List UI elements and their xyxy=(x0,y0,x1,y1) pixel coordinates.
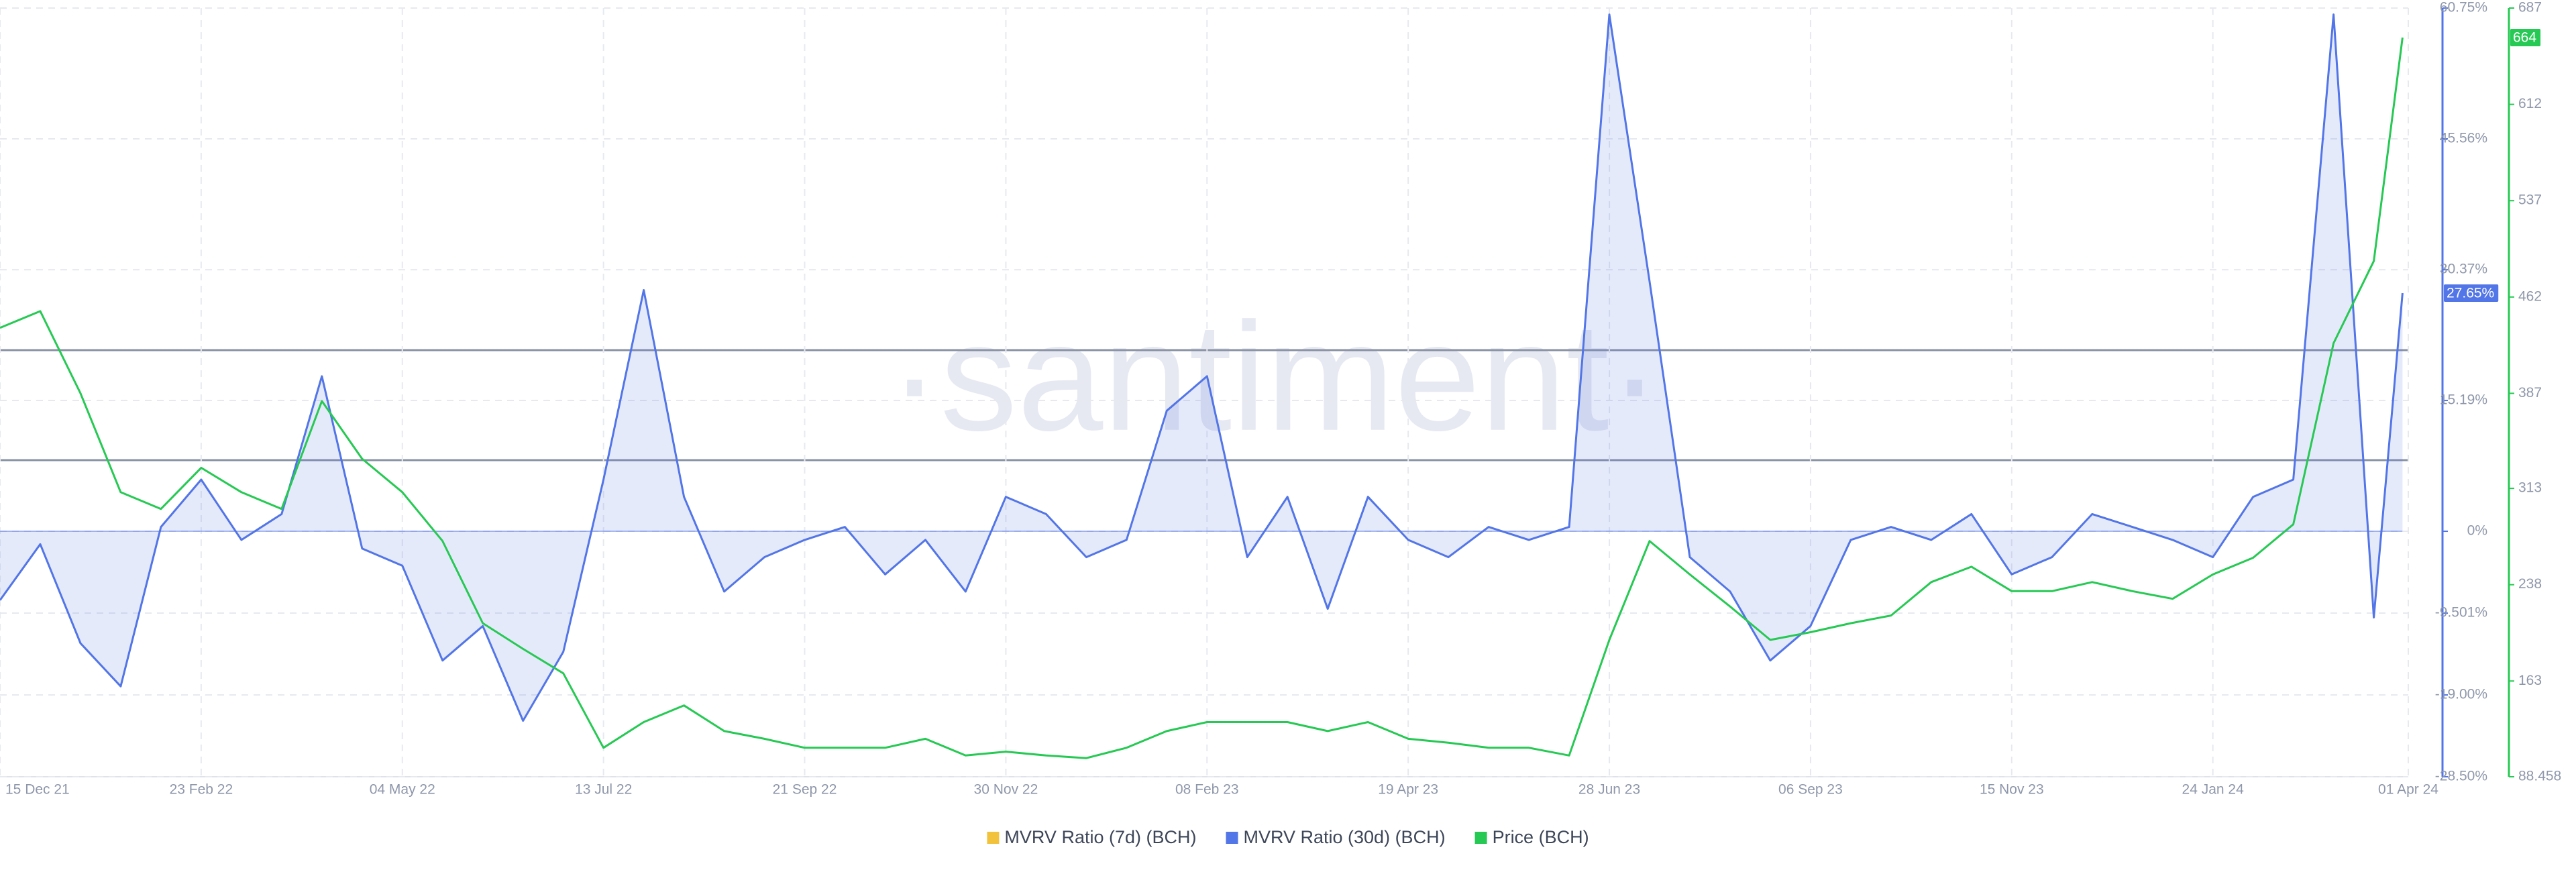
y-tick-label: 0% xyxy=(2467,523,2487,539)
x-tick-label: 30 Nov 22 xyxy=(974,782,1038,798)
watermark: ·santiment· xyxy=(889,290,1660,463)
area xyxy=(0,14,2403,721)
y2-tick-label: 537 xyxy=(2518,193,2542,208)
x-tick-label: 01 Apr 24 xyxy=(2378,782,2438,798)
y2-tick-label: 313 xyxy=(2518,480,2542,496)
x-tick-label: 04 May 22 xyxy=(370,782,435,798)
badge-label: 664 xyxy=(2513,30,2536,46)
line xyxy=(0,13,2404,722)
y2-tick-label: 163 xyxy=(2518,673,2542,688)
y-tick-label: -9.501% xyxy=(2435,605,2487,620)
legend: MVRV Ratio (7d) (BCH) MVRV Ratio (30d) (B… xyxy=(987,827,1589,847)
y-tick-label: 45.56% xyxy=(2440,131,2487,146)
value-badge: 664 xyxy=(2510,29,2541,47)
value-badge: 27.65% xyxy=(2444,284,2499,303)
badge-box xyxy=(2510,29,2541,47)
y-tick-label: 15.19% xyxy=(2440,392,2487,408)
y2-tick-label: 612 xyxy=(2518,96,2542,111)
x-tick-label: 21 Sep 22 xyxy=(773,782,837,798)
badge-box xyxy=(2444,284,2499,303)
legend-swatch xyxy=(1474,832,1487,844)
legend-label: MVRV Ratio (30d) (BCH) xyxy=(1243,827,1445,847)
legend-swatch xyxy=(987,832,1000,844)
x-tick-label: 06 Sep 23 xyxy=(1778,782,1843,798)
y2-tick-label: 462 xyxy=(2518,288,2542,304)
x-tick-label: 19 Apr 23 xyxy=(1378,782,1438,798)
line xyxy=(0,37,2404,759)
x-tick-label: 15 Nov 23 xyxy=(1980,782,2044,798)
y2-tick-label: 387 xyxy=(2518,385,2542,400)
y-tick-label: -19.00% xyxy=(2435,687,2487,702)
legend-label: Price (BCH) xyxy=(1493,827,1589,847)
y-tick-label: 60.75% xyxy=(2440,0,2487,15)
legend-swatch xyxy=(1226,832,1238,844)
x-tick-label: 08 Feb 23 xyxy=(1175,782,1239,798)
y2-tick-label: 238 xyxy=(2518,576,2542,592)
x-tick-label: 24 Jan 24 xyxy=(2182,782,2245,798)
x-tick-label: 23 Feb 22 xyxy=(170,782,233,798)
y-tick-label: 30.37% xyxy=(2440,262,2487,277)
y2-tick-label: 687 xyxy=(2518,0,2542,15)
x-tick-label: 15 Dec 21 xyxy=(5,782,70,798)
x-tick-label: 13 Jul 22 xyxy=(575,782,632,798)
x-tick-label: 28 Jun 23 xyxy=(1578,782,1640,798)
legend-label: MVRV Ratio (7d) (BCH) xyxy=(1004,827,1196,847)
y2-tick-label: 88.458 xyxy=(2518,769,2561,784)
badge-label: 27.65% xyxy=(2447,286,2494,301)
y-tick-label: -28.50% xyxy=(2435,769,2487,784)
